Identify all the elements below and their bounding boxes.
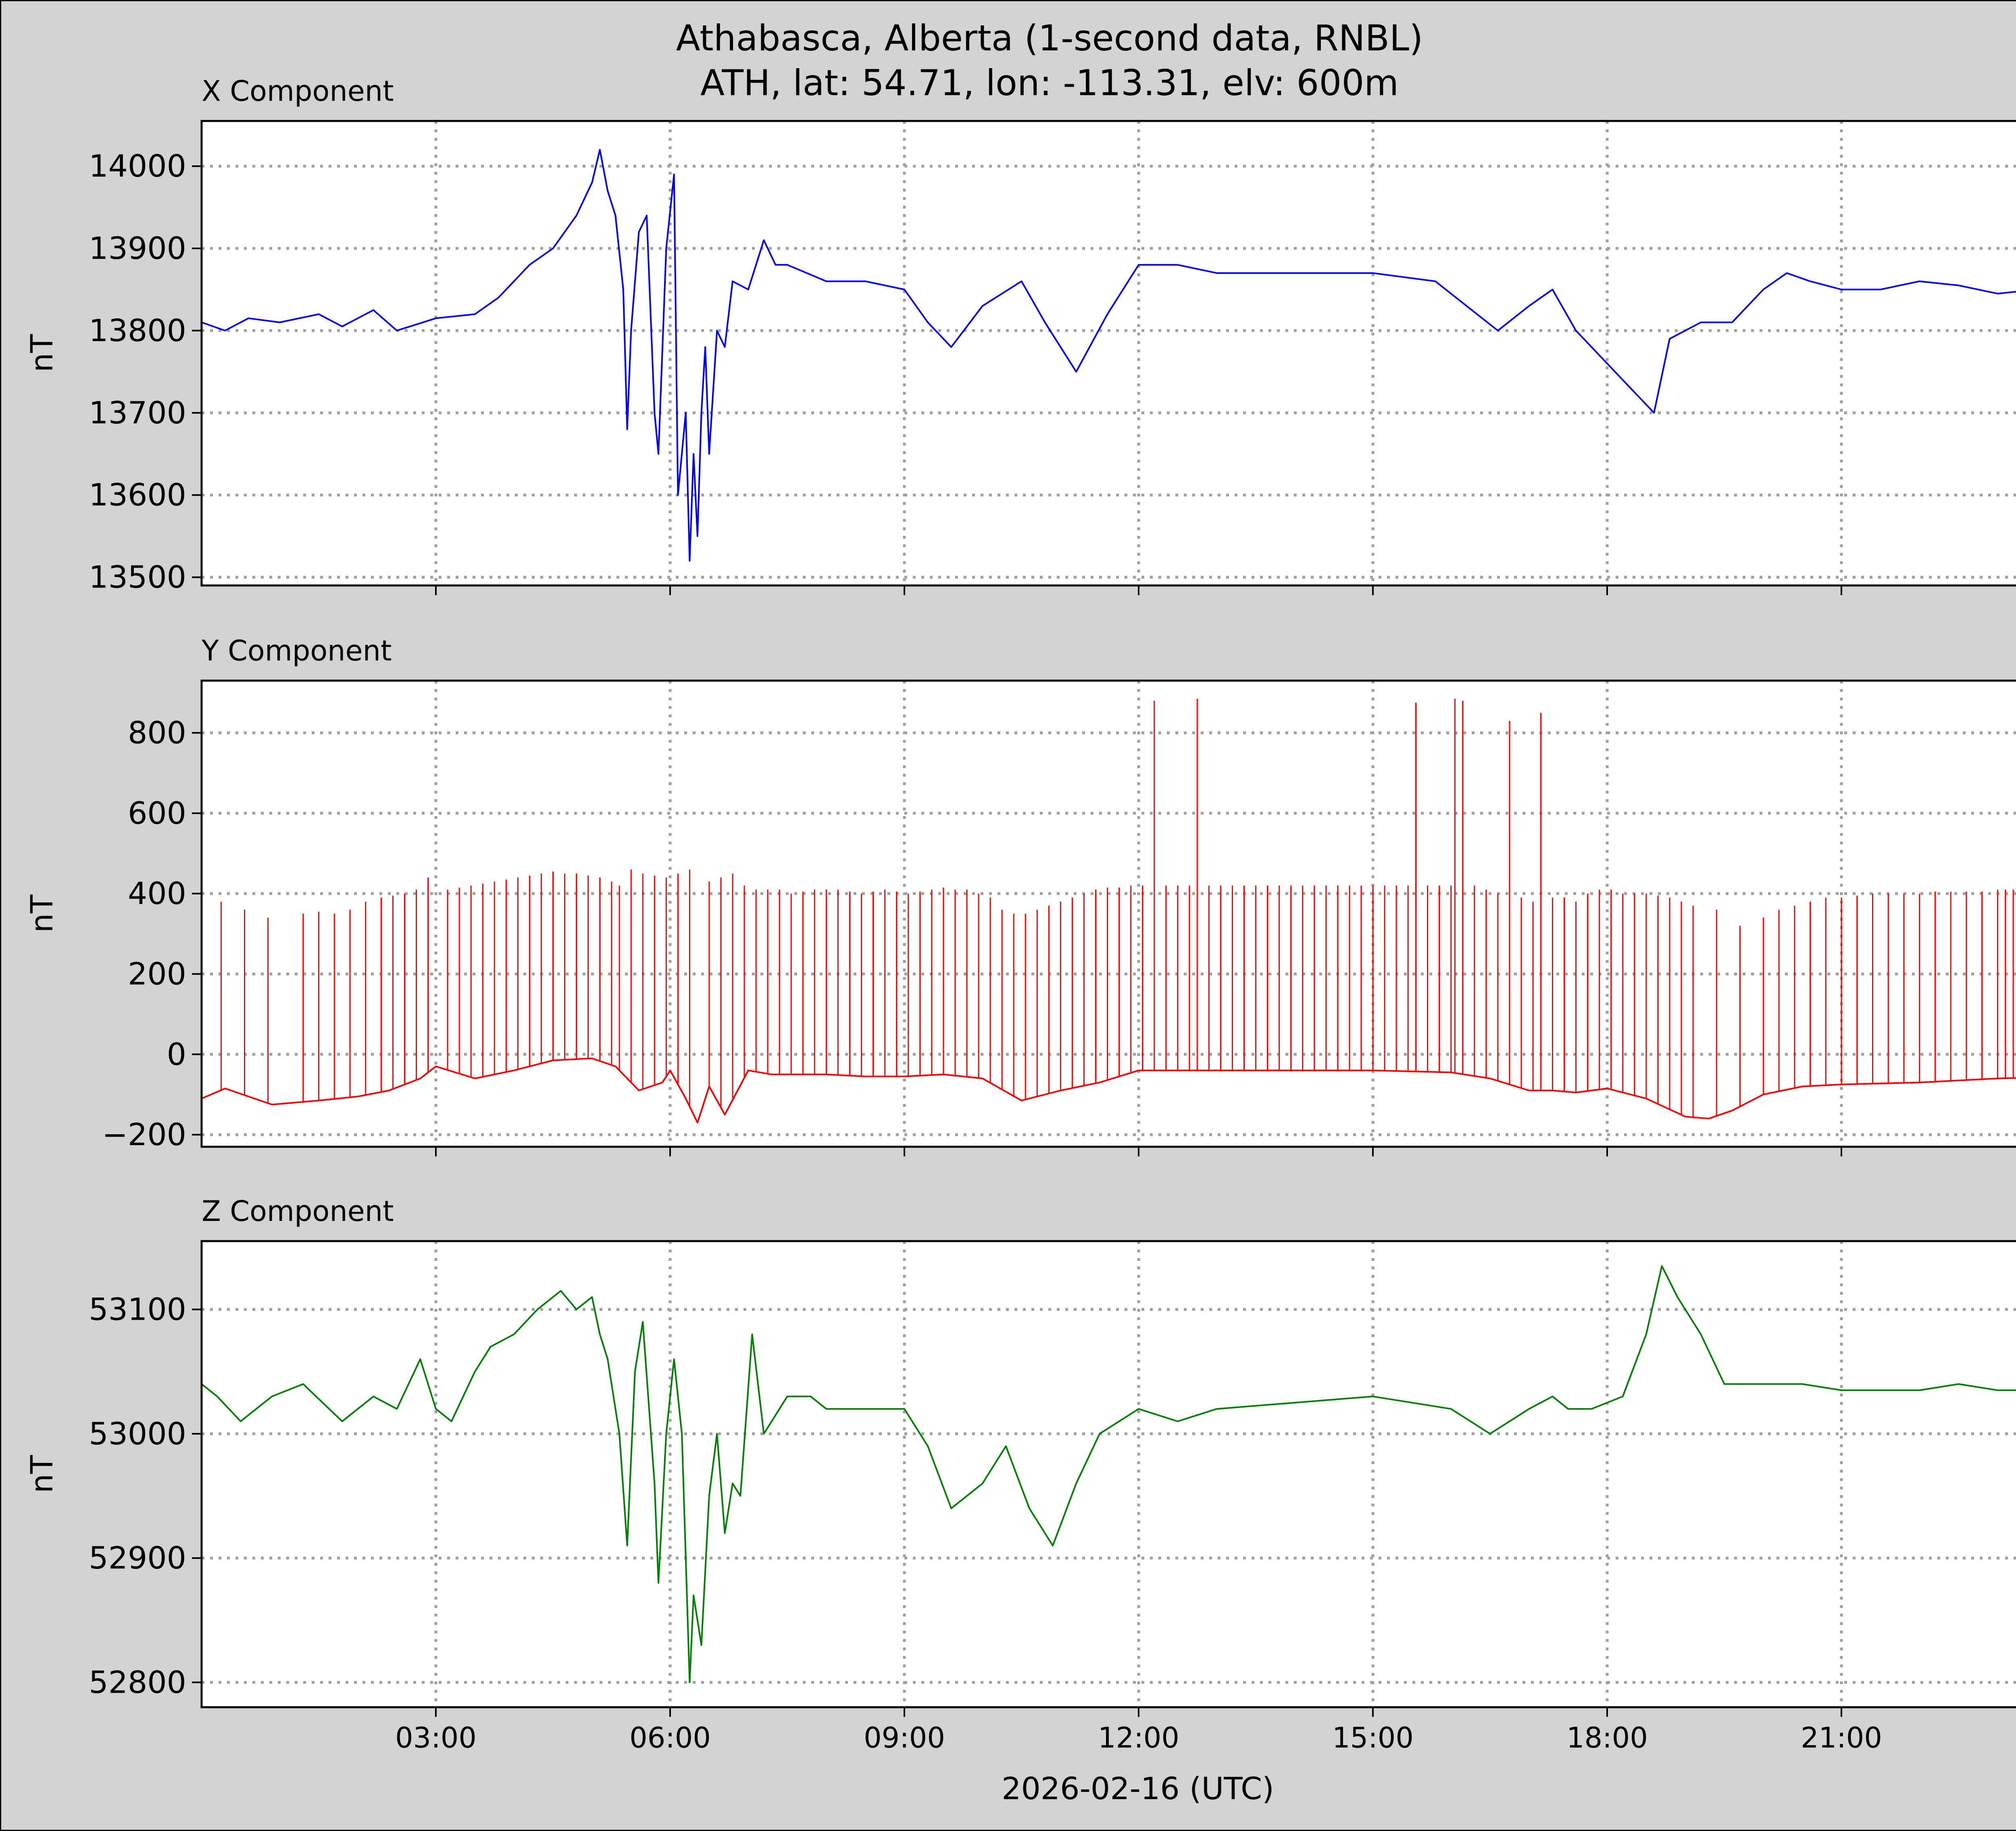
x-component-panel: 13500 13600 13700 13800 13900 14000 X Componen…: [24, 75, 2016, 595]
x-axes-frame: [200, 120, 2016, 587]
y-series-line: [201, 1057, 2016, 1124]
y-component-panel: −200 0 200 400 600 800 Y Component nT: [24, 634, 2016, 1156]
y-y-tick-label: 800: [128, 715, 186, 751]
z-x-tick-label: 15:00: [1332, 1721, 1414, 1754]
y-y-tick-label: 0: [167, 1036, 186, 1072]
z-y-tick-label: 53000: [89, 1416, 186, 1452]
z-y-tick-label: 52900: [89, 1540, 186, 1576]
x-panel-title: X Component: [202, 75, 394, 108]
y-plot-area: [202, 681, 2016, 1147]
z-series-line: [201, 1265, 2016, 1683]
x-y-tick-label: 13900: [89, 230, 186, 266]
figure-title-line2: ATH, lat: 54.71, lon: -113.31, elv: 600m: [700, 62, 1399, 104]
z-y-tick-label: 52800: [89, 1664, 186, 1700]
x-series-line: [201, 149, 2016, 562]
z-x-tick-label: 21:00: [1801, 1721, 1882, 1754]
y-y-tick-label: 400: [128, 875, 186, 911]
y-axes-frame: [200, 679, 2016, 1148]
x-axis-label: 2026-02-16 (UTC): [1002, 1771, 1274, 1806]
z-panel-title: Z Component: [202, 1195, 394, 1228]
x-plot-area: [202, 121, 2016, 585]
z-x-tick-label: 06:00: [629, 1721, 711, 1754]
y-y-tick-label: −200: [102, 1117, 186, 1152]
x-y-axis-label: nT: [24, 334, 60, 372]
y-panel-title: Y Component: [201, 634, 392, 667]
z-y-tick-label: 53100: [89, 1291, 186, 1327]
z-x-tick-label: 09:00: [864, 1721, 945, 1754]
x-y-tick-label: 13500: [89, 559, 186, 595]
z-x-tick-label: 18:00: [1566, 1721, 1648, 1754]
y-y-axis-label: nT: [24, 894, 60, 933]
z-x-tick-label: 03:00: [395, 1721, 477, 1754]
y-y-tick-label: 600: [128, 795, 186, 831]
x-y-tick-label: 13600: [89, 477, 186, 513]
z-component-panel: 03:00 06:00 09:00 12:00 15:00 18:00 21:00 52800…: [24, 1195, 2016, 1754]
figure-title-line1: Athabasca, Alberta (1-second data, RNBL): [676, 17, 1423, 59]
x-y-tick-label: 13700: [89, 395, 186, 431]
x-y-tick-label: 13800: [89, 312, 186, 348]
z-x-tick-label: 12:00: [1098, 1721, 1179, 1754]
z-plot-area: [202, 1241, 2016, 1707]
z-axes-frame: [200, 1240, 2016, 1708]
x-y-tick-label: 14000: [89, 148, 186, 184]
z-y-axis-label: nT: [24, 1455, 60, 1493]
y-y-tick-label: 200: [128, 956, 186, 992]
